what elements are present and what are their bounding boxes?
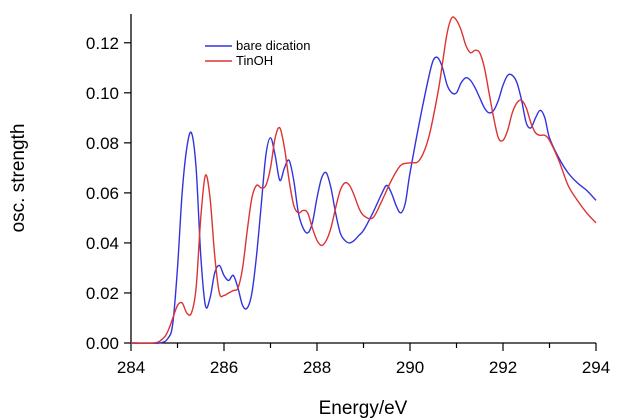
legend-label-bare-dication: bare dication	[236, 38, 310, 53]
y-tick-label: 0.08	[86, 134, 119, 153]
y-tick-label: 0.12	[86, 34, 119, 53]
y-tick-label: 0.00	[86, 334, 119, 353]
y-ticks: 0.00 0.02 0.04 0.06 0.08 0.10 0.12	[86, 34, 131, 353]
x-tick-label: 288	[303, 358, 331, 377]
x-axis-title: Energy/eV	[319, 398, 408, 419]
y-tick-label: 0.10	[86, 84, 119, 103]
x-ticks: 284 286 288 290 292 294	[117, 343, 610, 377]
axes	[130, 14, 596, 344]
legend-label-tinoh: TinOH	[236, 53, 273, 68]
x-tick-label: 294	[582, 358, 610, 377]
x-tick-label: 284	[117, 358, 145, 377]
x-tick-label: 290	[396, 358, 424, 377]
series-line-bare-dication	[130, 56, 597, 345]
series-layer	[130, 16, 597, 345]
x-tick-label: 292	[489, 358, 517, 377]
y-tick-label: 0.02	[86, 284, 119, 303]
y-axis-title: osc. strength	[8, 124, 29, 233]
x-tick-label: 286	[210, 358, 238, 377]
legend: bare dication TinOH	[205, 38, 310, 68]
series-line-tinoh	[130, 16, 597, 345]
y-tick-label: 0.04	[86, 234, 119, 253]
y-tick-label: 0.06	[86, 184, 119, 203]
